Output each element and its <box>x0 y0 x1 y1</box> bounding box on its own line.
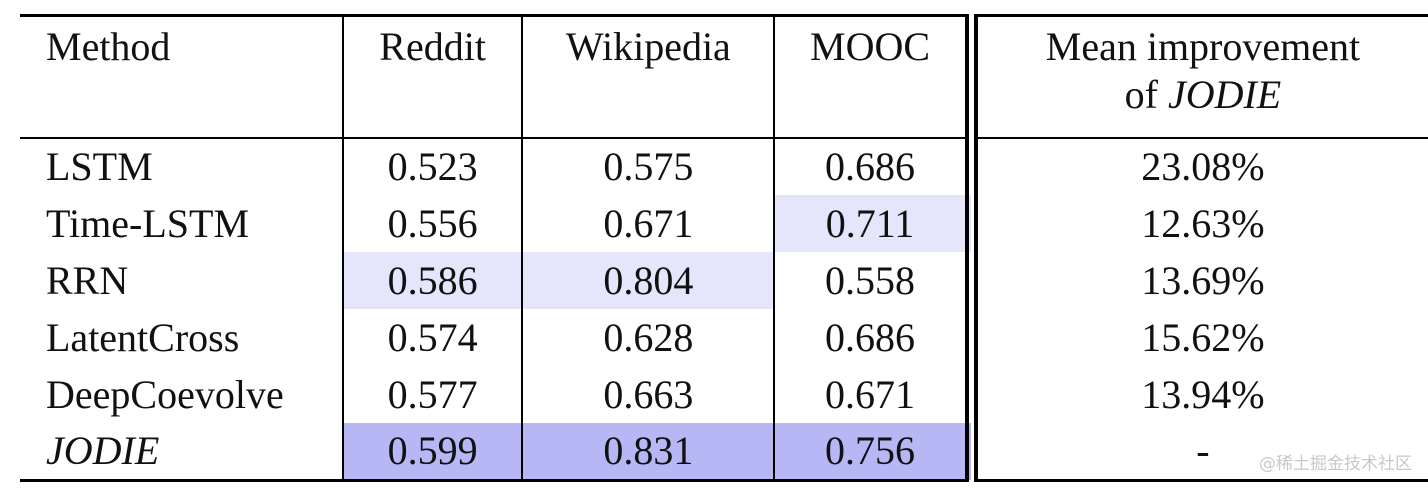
cell-mean: 12.63% <box>964 195 1428 252</box>
cell-mean: 13.69% <box>964 252 1428 309</box>
table-row: LatentCross 0.574 0.628 0.686 15.62% <box>20 309 1428 366</box>
cell-reddit: 0.574 <box>341 309 523 366</box>
cell-mooc-second-best: 0.711 <box>773 195 972 252</box>
table-row: LSTM 0.523 0.575 0.686 23.08% <box>20 137 1428 195</box>
header-mean-improvement: Mean improvement of JODIE <box>964 14 1428 138</box>
cell-mean: 13.94% <box>964 366 1428 423</box>
cell-mooc: 0.671 <box>773 366 972 423</box>
row-method: DeepCoevolve <box>46 371 284 417</box>
cell-mean: 15.62% <box>964 309 1428 366</box>
header-method: Method <box>20 14 343 138</box>
row-method: LatentCross <box>46 314 240 360</box>
row-method: RRN <box>46 257 129 303</box>
header-mooc: MOOC <box>773 14 972 138</box>
header-mean-line1: Mean improvement <box>1045 24 1361 69</box>
cell-reddit: 0.577 <box>341 366 523 423</box>
cell-mooc: 0.686 <box>773 137 972 195</box>
cell-wikipedia-second-best: 0.804 <box>521 252 775 309</box>
table-row: RRN 0.586 0.804 0.558 13.69% <box>20 252 1428 309</box>
cell-reddit-best: 0.599 <box>341 423 523 482</box>
cell-mooc-best: 0.756 <box>773 423 972 482</box>
header-wikipedia: Wikipedia <box>521 14 775 138</box>
table-row: Time-LSTM 0.556 0.671 0.711 12.63% <box>20 195 1428 252</box>
table-row-jodie: JODIE 0.599 0.831 0.756 - <box>20 423 1428 482</box>
row-method: LSTM <box>20 137 343 195</box>
row-method-jodie: JODIE <box>20 423 343 482</box>
header-row: Method Reddit Wikipedia MOOC Mean improv… <box>20 14 1428 138</box>
header-mean-prefix: of <box>1124 72 1168 117</box>
header-reddit: Reddit <box>341 14 523 138</box>
cell-reddit-second-best: 0.586 <box>341 252 523 309</box>
cell-wikipedia: 0.575 <box>521 137 775 195</box>
row-method: Time-LSTM <box>46 200 250 246</box>
cell-wikipedia-best: 0.831 <box>521 423 775 482</box>
cell-wikipedia: 0.628 <box>521 309 775 366</box>
cell-reddit: 0.523 <box>341 137 523 195</box>
header-mean-model: JODIE <box>1167 72 1282 117</box>
watermark: @稀土掘金技术社区 <box>1259 454 1412 474</box>
header-mean-line2: of JODIE <box>978 71 1428 119</box>
cell-mean: - <box>964 423 1428 482</box>
cell-reddit: 0.556 <box>341 195 523 252</box>
results-table: Method Reddit Wikipedia MOOC Mean improv… <box>20 14 1428 482</box>
cell-wikipedia: 0.671 <box>521 195 775 252</box>
table-row: DeepCoevolve 0.577 0.663 0.671 13.94% <box>20 366 1428 423</box>
cell-wikipedia: 0.663 <box>521 366 775 423</box>
cell-mean: 23.08% <box>964 137 1428 195</box>
cell-mooc: 0.558 <box>773 252 972 309</box>
cell-mooc: 0.686 <box>773 309 972 366</box>
